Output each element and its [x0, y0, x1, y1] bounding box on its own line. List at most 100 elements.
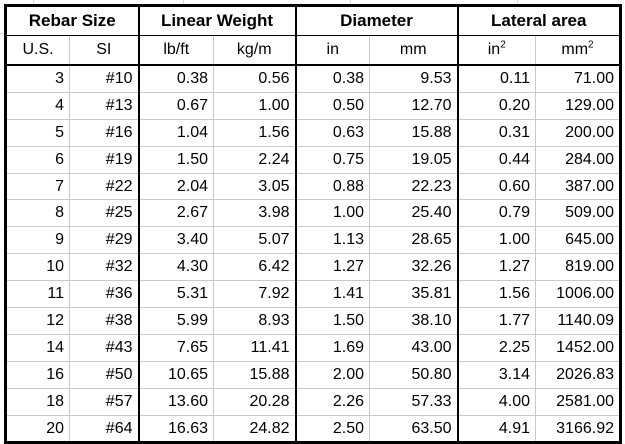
cell-r9c1[interactable]: #38: [69, 307, 140, 335]
cell-r10c4[interactable]: 1.69: [295, 334, 370, 362]
cell-r8c1[interactable]: #36: [69, 280, 140, 309]
cell-r0c4[interactable]: 0.38: [295, 65, 370, 93]
cell-r10c3[interactable]: 11.41: [213, 334, 297, 362]
group-header-diameter[interactable]: Diameter: [295, 5, 459, 36]
cell-r0c3[interactable]: 0.56: [213, 65, 297, 93]
cell-r2c3[interactable]: 1.56: [213, 119, 297, 147]
cell-r8c5[interactable]: 35.81: [369, 280, 459, 309]
cell-r4c0[interactable]: 7: [5, 173, 70, 201]
cell-r11c0[interactable]: 16: [5, 361, 70, 389]
cell-r5c1[interactable]: #25: [69, 199, 140, 228]
cell-r12c4[interactable]: 2.26: [295, 388, 370, 416]
cell-r6c6[interactable]: 1.00: [457, 226, 536, 255]
cell-r7c3[interactable]: 6.42: [213, 253, 297, 282]
cell-r7c2[interactable]: 4.30: [138, 253, 214, 282]
cell-r2c4[interactable]: 0.63: [295, 119, 370, 147]
cell-r9c6[interactable]: 1.77: [457, 307, 536, 335]
cell-r13c2[interactable]: 16.63: [138, 415, 214, 443]
cell-r9c4[interactable]: 1.50: [295, 307, 370, 335]
cell-r12c7[interactable]: 2581.00: [535, 388, 621, 416]
cell-r10c1[interactable]: #43: [69, 334, 140, 362]
cell-r11c6[interactable]: 3.14: [457, 361, 536, 389]
cell-r4c3[interactable]: 3.05: [213, 173, 297, 201]
cell-r0c2[interactable]: 0.38: [138, 65, 214, 93]
subheader-in-sq[interactable]: in2: [457, 35, 536, 66]
cell-r3c5[interactable]: 19.05: [369, 146, 459, 174]
cell-r3c3[interactable]: 2.24: [213, 146, 297, 174]
cell-r0c6[interactable]: 0.11: [457, 65, 536, 93]
cell-r13c7[interactable]: 3166.92: [556, 419, 614, 437]
cell-r5c0[interactable]: 8: [5, 199, 70, 228]
cell-r11c5[interactable]: 50.80: [369, 361, 459, 389]
cell-r9c2[interactable]: 5.99: [138, 307, 214, 335]
cell-r11c3[interactable]: 15.88: [213, 361, 297, 389]
cell-r7c5[interactable]: 32.26: [369, 253, 459, 282]
cell-r4c7[interactable]: 387.00: [535, 173, 621, 201]
subheader-lb-ft[interactable]: lb/ft: [138, 35, 214, 66]
cell-r0c5[interactable]: 9.53: [369, 65, 459, 93]
cell-r5c2[interactable]: 2.67: [138, 199, 214, 228]
cell-r12c2[interactable]: 13.60: [138, 388, 214, 416]
group-header-rebar-size[interactable]: Rebar Size: [5, 5, 140, 36]
cell-r5c3[interactable]: 3.98: [213, 199, 297, 228]
cell-r2c0[interactable]: 5: [5, 119, 70, 147]
cell-r1c4[interactable]: 0.50: [295, 92, 370, 120]
cell-r4c2[interactable]: 2.04: [138, 173, 214, 201]
cell-r12c3[interactable]: 20.28: [213, 388, 297, 416]
cell-r8c2[interactable]: 5.31: [138, 280, 214, 309]
cell-r6c7[interactable]: 645.00: [535, 226, 621, 255]
cell-r6c3[interactable]: 5.07: [213, 226, 297, 255]
cell-r3c1[interactable]: #19: [69, 146, 140, 174]
cell-r3c6[interactable]: 0.44: [457, 146, 536, 174]
cell-r10c7[interactable]: 1452.00: [535, 334, 621, 362]
cell-r8c6[interactable]: 1.56: [457, 280, 536, 309]
group-header-lateral-area[interactable]: Lateral area: [457, 5, 621, 36]
cell-r8c4[interactable]: 1.41: [295, 280, 370, 309]
cell-r9c3[interactable]: 8.93: [213, 307, 297, 335]
cell-r1c0[interactable]: 4: [5, 92, 70, 120]
cell-r1c7[interactable]: 129.00: [535, 92, 621, 120]
subheader-mm[interactable]: mm: [369, 35, 459, 66]
cell-r2c2[interactable]: 1.04: [138, 119, 214, 147]
cell-r8c3[interactable]: 7.92: [213, 280, 297, 309]
cell-r12c5[interactable]: 57.33: [369, 388, 459, 416]
cell-r2c5[interactable]: 15.88: [369, 119, 459, 147]
cell-r12c0[interactable]: 18: [5, 388, 70, 416]
cell-r13c1[interactable]: #64: [69, 415, 140, 443]
cell-r7c6[interactable]: 1.27: [457, 253, 536, 282]
cell-r9c5[interactable]: 38.10: [369, 307, 459, 335]
cell-r1c3[interactable]: 1.00: [213, 92, 297, 120]
cell-r12c6[interactable]: 4.00: [457, 388, 536, 416]
cell-r8c0[interactable]: 11: [5, 280, 70, 309]
cell-r6c5[interactable]: 28.65: [369, 226, 459, 255]
cell-r10c5[interactable]: 43.00: [369, 334, 459, 362]
subheader-us[interactable]: U.S.: [5, 35, 70, 66]
cell-r7c4[interactable]: 1.27: [295, 253, 370, 282]
cell-r5c6[interactable]: 0.79: [457, 199, 536, 228]
cell-r3c0[interactable]: 6: [5, 146, 70, 174]
cell-r13c6[interactable]: 4.91: [457, 415, 536, 443]
cell-r13c4[interactable]: 2.50: [295, 415, 370, 443]
cell-r11c4[interactable]: 2.00: [295, 361, 370, 389]
cell-r10c0[interactable]: 14: [5, 334, 70, 362]
cell-r5c4[interactable]: 1.00: [295, 199, 370, 228]
subheader-in[interactable]: in: [295, 35, 370, 66]
cell-r0c0[interactable]: 3: [5, 65, 70, 93]
cell-r2c6[interactable]: 0.31: [457, 119, 536, 147]
cell-r11c2[interactable]: 10.65: [138, 361, 214, 389]
cell-r5c7[interactable]: 509.00: [535, 199, 621, 228]
cell-r2c7[interactable]: 200.00: [535, 119, 621, 147]
cell-r4c5[interactable]: 22.23: [369, 173, 459, 201]
cell-r10c2[interactable]: 7.65: [138, 334, 214, 362]
cell-r3c7[interactable]: 284.00: [535, 146, 621, 174]
cell-r4c4[interactable]: 0.88: [295, 173, 370, 201]
cell-r6c4[interactable]: 1.13: [295, 226, 370, 255]
cell-r1c5[interactable]: 12.70: [369, 92, 459, 120]
group-header-linear-weight[interactable]: Linear Weight: [138, 5, 297, 36]
cell-r0c1[interactable]: #10: [69, 65, 140, 93]
cell-r7c7[interactable]: 819.00: [535, 253, 621, 282]
subheader-kg-m[interactable]: kg/m: [213, 35, 297, 66]
cell-r9c0[interactable]: 12: [5, 307, 70, 335]
cell-r1c6[interactable]: 0.20: [457, 92, 536, 120]
cell-r13c5[interactable]: 63.50: [369, 415, 459, 443]
